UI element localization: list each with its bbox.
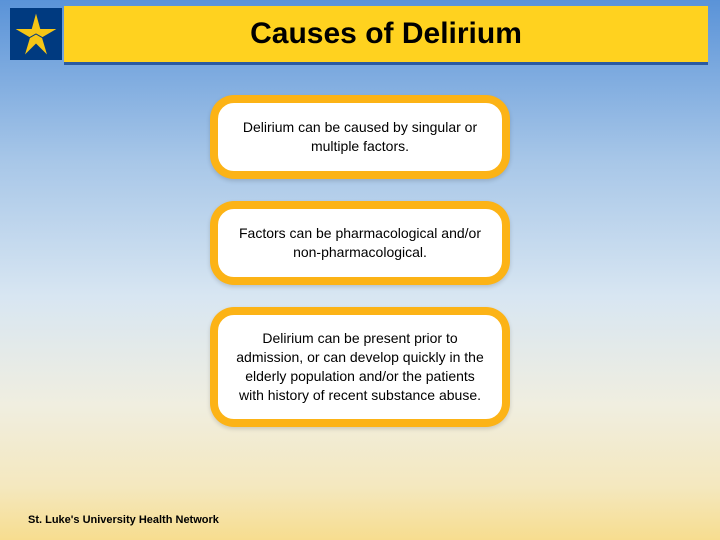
info-card: Delirium can be caused by singular or mu…: [210, 95, 510, 179]
title-underline: [64, 62, 708, 65]
footer-text: St. Luke's University Health Network: [28, 514, 219, 526]
page-title: Causes of Delirium: [250, 17, 522, 51]
info-card-text: Factors can be pharmacological and/or no…: [216, 207, 504, 279]
logo: [10, 8, 62, 60]
info-card-text: Delirium can be caused by singular or mu…: [216, 101, 504, 173]
slide: Causes of Delirium Delirium can be cause…: [0, 0, 720, 540]
info-card: Factors can be pharmacological and/or no…: [210, 201, 510, 285]
star-icon: [13, 11, 59, 57]
info-card-text: Delirium can be present prior to admissi…: [216, 313, 504, 421]
info-card: Delirium can be present prior to admissi…: [210, 307, 510, 427]
card-stack: Delirium can be caused by singular or mu…: [210, 95, 510, 427]
title-bar: Causes of Delirium: [64, 6, 708, 62]
